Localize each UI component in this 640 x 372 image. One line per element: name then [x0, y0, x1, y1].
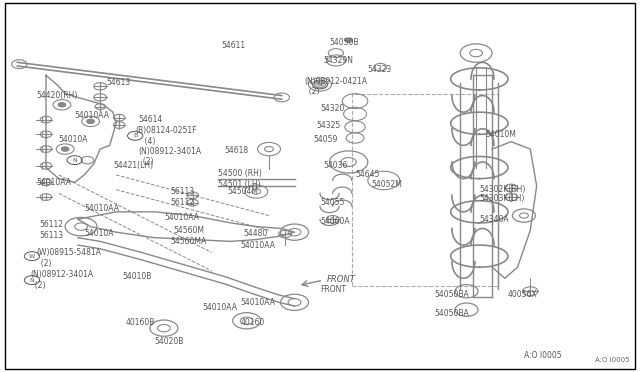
Text: 56113: 56113: [40, 231, 64, 240]
Text: 54611: 54611: [221, 41, 245, 50]
Text: 54303K(LH): 54303K(LH): [479, 195, 525, 203]
Text: W: W: [29, 254, 35, 259]
Text: 54010AA: 54010AA: [84, 203, 119, 213]
Text: 54010B: 54010B: [122, 272, 152, 281]
Text: 54325: 54325: [317, 121, 341, 129]
Circle shape: [87, 119, 95, 124]
Text: 54500 (RH): 54500 (RH): [218, 169, 262, 177]
Text: 56113: 56113: [170, 187, 195, 196]
Text: 54050B: 54050B: [330, 38, 359, 46]
Text: 54421(LH): 54421(LH): [113, 161, 153, 170]
Text: FRONT: FRONT: [320, 285, 346, 294]
Text: N: N: [29, 278, 35, 283]
Text: 54010AA: 54010AA: [241, 298, 275, 307]
Circle shape: [345, 38, 353, 42]
Text: 54329N: 54329N: [323, 56, 353, 65]
Text: N: N: [72, 158, 77, 163]
Text: A:O I0005: A:O I0005: [595, 357, 629, 363]
Bar: [352, 94, 499, 286]
Text: 54060A: 54060A: [320, 217, 349, 225]
Text: 40160B: 40160B: [125, 318, 155, 327]
Text: 54059: 54059: [314, 135, 338, 144]
Text: (N)08912-3401A
  (2): (N)08912-3401A (2): [30, 270, 93, 290]
Text: FRONT: FRONT: [326, 275, 355, 284]
Text: 54614: 54614: [138, 115, 163, 124]
Text: 54618: 54618: [225, 147, 248, 155]
Text: 54302K(RH): 54302K(RH): [479, 185, 525, 194]
Text: 54055: 54055: [320, 198, 344, 207]
Text: (W)08915-5481A
  (2): (W)08915-5481A (2): [36, 248, 101, 268]
Text: 56112: 56112: [170, 198, 195, 207]
Text: 54504M: 54504M: [228, 187, 259, 196]
Text: 54010A: 54010A: [84, 230, 114, 238]
Text: 54010A: 54010A: [59, 135, 88, 144]
Text: 54480: 54480: [244, 230, 268, 238]
Text: N: N: [317, 82, 323, 87]
Text: 40056X: 40056X: [508, 291, 538, 299]
Text: 54052M: 54052M: [371, 180, 402, 189]
Text: 54613: 54613: [106, 78, 131, 87]
Text: (N)08912-3401A
  (2): (N)08912-3401A (2): [138, 147, 202, 166]
Text: 54010AA: 54010AA: [75, 111, 109, 121]
Text: 54020B: 54020B: [154, 337, 184, 346]
Text: 54323: 54323: [368, 65, 392, 74]
Text: B: B: [133, 133, 138, 138]
Circle shape: [314, 81, 326, 88]
Text: 54010AA: 54010AA: [241, 241, 275, 250]
Text: 54645: 54645: [355, 170, 380, 179]
Text: 54010AA: 54010AA: [202, 303, 237, 312]
Text: (N)08912-0421A
  (2): (N)08912-0421A (2): [304, 77, 367, 96]
Text: (B)08124-0251F
    (4): (B)08124-0251F (4): [135, 126, 196, 146]
Text: 54050BA: 54050BA: [435, 309, 470, 318]
Text: 54010AA: 54010AA: [36, 178, 72, 187]
Text: 54560MA: 54560MA: [170, 237, 207, 246]
Text: 54010M: 54010M: [486, 130, 516, 139]
Text: 54560M: 54560M: [173, 226, 204, 235]
Text: 56112: 56112: [40, 220, 63, 229]
Text: A:O I0005: A:O I0005: [524, 351, 561, 360]
Circle shape: [61, 147, 69, 151]
Text: 40160: 40160: [241, 318, 264, 327]
Text: 54420(RH): 54420(RH): [36, 91, 78, 100]
Text: 54501 (LH): 54501 (LH): [218, 180, 260, 189]
Text: 54036: 54036: [323, 161, 348, 170]
Text: 54320: 54320: [320, 104, 344, 113]
Circle shape: [58, 103, 66, 107]
Text: 54010AA: 54010AA: [164, 213, 199, 222]
Text: 54050BA: 54050BA: [435, 291, 470, 299]
Text: 54340A: 54340A: [479, 215, 509, 224]
